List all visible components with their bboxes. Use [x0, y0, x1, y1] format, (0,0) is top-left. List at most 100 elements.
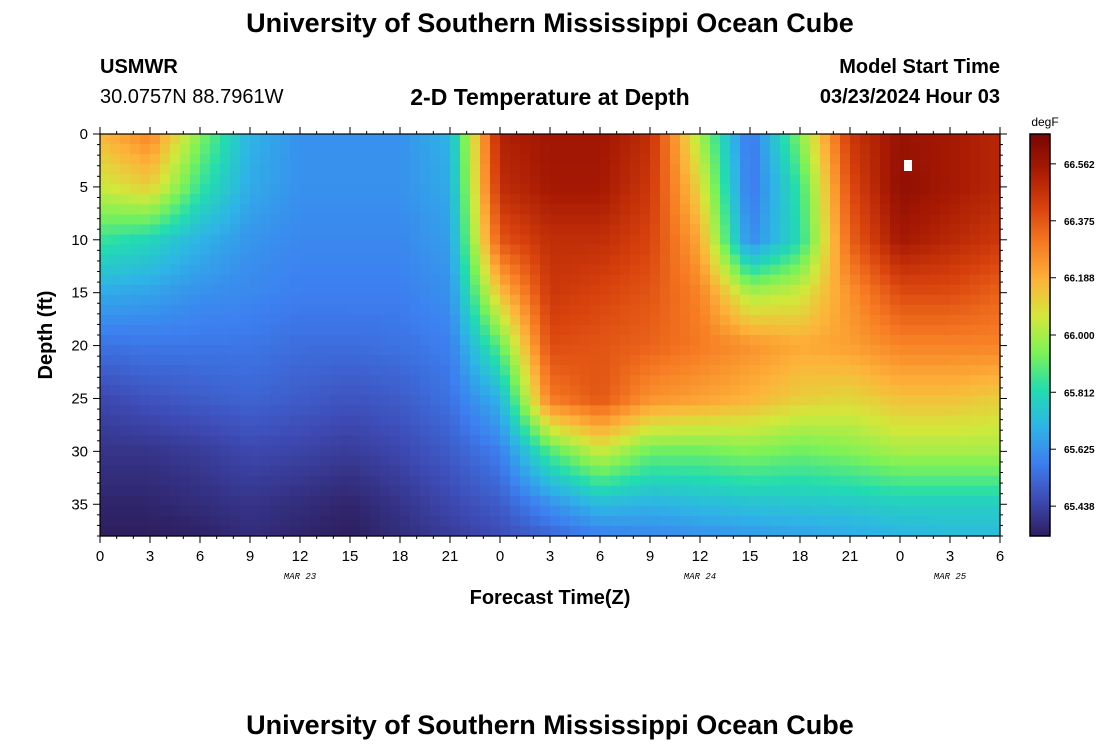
heatmap-cell — [910, 375, 921, 386]
heatmap-cell — [450, 294, 461, 306]
heatmap-cell — [490, 144, 501, 155]
heatmap-cell — [370, 445, 381, 457]
heatmap-cell — [360, 525, 371, 537]
heatmap-cell — [840, 314, 851, 326]
heatmap-cell — [550, 234, 561, 246]
heatmap-cell — [630, 475, 641, 487]
colorbar-tick-label: 65.625 — [1064, 445, 1095, 456]
heatmap-cell — [650, 525, 661, 537]
heatmap-cell — [510, 294, 521, 306]
heatmap-cell — [600, 515, 611, 527]
heatmap-cell — [250, 405, 261, 416]
heatmap-cell — [780, 284, 791, 296]
heatmap-cell — [730, 455, 741, 467]
heatmap-cell — [610, 455, 621, 467]
heatmap-cell — [690, 244, 701, 256]
x-tick-label: 3 — [546, 548, 554, 565]
heatmap-cell — [930, 475, 941, 487]
heatmap-cell — [350, 455, 361, 467]
heatmap-cell — [440, 144, 451, 155]
heatmap-cell — [400, 294, 411, 306]
heatmap-cell — [300, 375, 311, 386]
heatmap-cell — [400, 405, 411, 416]
heatmap-cell — [860, 415, 871, 427]
heatmap-cell — [440, 395, 451, 406]
heatmap-cell — [480, 505, 491, 517]
x-tick-label: 12 — [292, 548, 309, 565]
heatmap-cell — [470, 294, 481, 306]
heatmap-cell — [420, 525, 431, 537]
heatmap-cell — [330, 445, 341, 457]
heatmap-cell — [120, 244, 131, 256]
heatmap-cell — [910, 405, 921, 416]
heatmap-cell — [170, 234, 181, 246]
heatmap-cell — [900, 214, 911, 226]
heatmap-cell — [640, 264, 651, 276]
heatmap-cell — [190, 134, 201, 145]
heatmap-cell — [690, 224, 701, 236]
heatmap-cell — [460, 415, 471, 427]
heatmap-cell — [330, 365, 341, 376]
heatmap-cell — [410, 455, 421, 467]
heatmap-cell — [340, 264, 351, 276]
heatmap-cell — [120, 435, 131, 447]
heatmap-cell — [990, 254, 1001, 266]
heatmap-cell — [570, 365, 581, 376]
heatmap-cell — [340, 134, 351, 145]
heatmap-cell — [730, 184, 741, 195]
heatmap-cell — [470, 264, 481, 276]
heatmap-cell — [150, 405, 161, 416]
heatmap-cell — [690, 335, 701, 346]
heatmap-cell — [880, 475, 891, 487]
heatmap-cell — [730, 485, 741, 497]
heatmap-cell — [100, 405, 111, 416]
heatmap-cell — [120, 314, 131, 326]
heatmap-cell — [870, 495, 881, 507]
heatmap-cell — [370, 525, 381, 537]
heatmap-cell — [660, 284, 671, 296]
heatmap-cell — [420, 154, 431, 165]
heatmap-cell — [570, 224, 581, 236]
heatmap-cell — [490, 515, 501, 527]
heatmap-cell — [630, 455, 641, 467]
heatmap-cell — [660, 365, 671, 376]
heatmap-cell — [980, 214, 991, 226]
heatmap-cell — [400, 154, 411, 165]
heatmap-cell — [910, 144, 921, 155]
heatmap-cell — [230, 244, 241, 256]
heatmap-cell — [560, 184, 571, 195]
heatmap-cell — [270, 485, 281, 497]
heatmap-cell — [540, 194, 551, 205]
heatmap-cell — [370, 505, 381, 517]
heatmap-cell — [730, 515, 741, 527]
heatmap-cell — [410, 515, 421, 527]
heatmap-cell — [740, 395, 751, 406]
heatmap-cell — [350, 405, 361, 416]
heatmap-cell — [270, 345, 281, 356]
heatmap-cell — [350, 345, 361, 356]
heatmap-cell — [800, 385, 811, 396]
heatmap-cell — [280, 274, 291, 286]
heatmap-cell — [480, 164, 491, 175]
heatmap-cell — [170, 144, 181, 155]
heatmap-cell — [460, 144, 471, 155]
heatmap-cell — [550, 375, 561, 386]
date-label: MAR 25 — [934, 572, 967, 582]
heatmap-cell — [790, 485, 801, 497]
heatmap-cell — [340, 395, 351, 406]
heatmap-cell — [970, 144, 981, 155]
heatmap-cell — [600, 455, 611, 467]
heatmap-cell — [200, 194, 211, 205]
heatmap-cell — [280, 234, 291, 246]
heatmap-cell — [540, 274, 551, 286]
heatmap-cell — [860, 214, 871, 226]
heatmap-cell — [420, 445, 431, 457]
heatmap-cell — [900, 294, 911, 306]
heatmap-cell — [720, 274, 731, 286]
heatmap-cell — [490, 465, 501, 477]
heatmap-cell — [180, 345, 191, 356]
heatmap-cell — [390, 455, 401, 467]
heatmap-cell — [130, 525, 141, 537]
heatmap-cell — [170, 415, 181, 427]
heatmap-cell — [900, 445, 911, 457]
